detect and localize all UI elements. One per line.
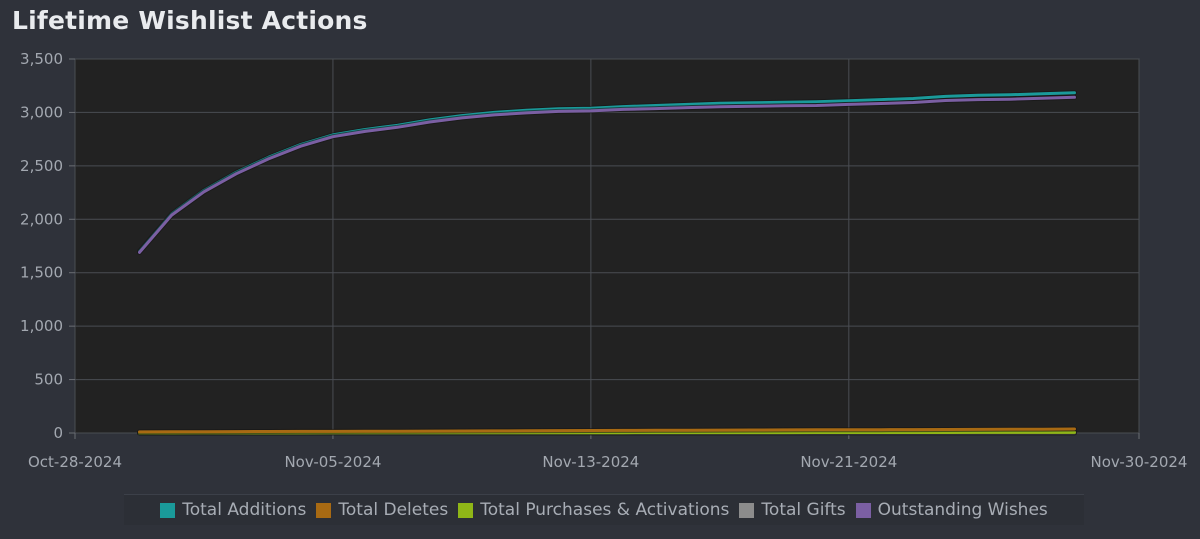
legend-swatch bbox=[855, 502, 871, 518]
x-tick-label: Nov-21-2024 bbox=[800, 453, 897, 471]
plot-area bbox=[74, 58, 1140, 434]
y-tick-label: 2,500 bbox=[20, 157, 63, 175]
series-line-total-deletes bbox=[138, 427, 1076, 434]
y-tick-label: 3,000 bbox=[20, 103, 63, 121]
legend-swatch bbox=[739, 502, 755, 518]
y-tick-label: 500 bbox=[34, 371, 63, 389]
legend-item[interactable]: Total Deletes bbox=[316, 500, 448, 520]
legend-label: Total Additions bbox=[182, 500, 307, 520]
y-tick-label: 0 bbox=[53, 424, 63, 442]
legend-label: Total Deletes bbox=[338, 500, 449, 520]
series-line-outstanding-wishes bbox=[138, 95, 1076, 254]
x-tick-label: Nov-05-2024 bbox=[284, 453, 381, 471]
legend-item[interactable]: Total Purchases & Activations bbox=[458, 500, 729, 520]
y-tick-label: 2,000 bbox=[20, 210, 63, 228]
x-axis: Oct-28-2024 Nov-05-2024 Nov-13-2024 Nov-21-… bbox=[28, 433, 1188, 471]
x-tick-label: Oct-28-2024 bbox=[28, 453, 122, 471]
legend-item[interactable]: Total Gifts bbox=[739, 500, 846, 520]
x-tick-label: Nov-30-2024 bbox=[1091, 453, 1188, 471]
legend-item[interactable]: Outstanding Wishes bbox=[855, 500, 1048, 520]
x-tick-label: Nov-13-2024 bbox=[542, 453, 639, 471]
legend-swatch bbox=[316, 502, 332, 518]
chart-legend: Total Additions Total Deletes Total Purcha… bbox=[124, 494, 1084, 525]
legend-swatch bbox=[160, 502, 176, 518]
y-tick-label: 1,000 bbox=[20, 317, 63, 335]
y-axis: 3,500 3,000 2,500 2,000 1,500 1,000 500 0 bbox=[20, 50, 75, 442]
y-tick-label: 1,500 bbox=[20, 264, 63, 282]
chart-title: Lifetime Wishlist Actions bbox=[12, 6, 368, 35]
legend-label: Total Purchases & Activations bbox=[480, 500, 730, 520]
legend-label: Total Gifts bbox=[761, 500, 846, 520]
legend-item[interactable]: Total Additions bbox=[160, 500, 306, 520]
legend-swatch bbox=[458, 502, 474, 518]
y-tick-label: 3,500 bbox=[20, 50, 63, 68]
series-lines bbox=[137, 90, 1077, 436]
legend-label: Outstanding Wishes bbox=[877, 500, 1048, 520]
